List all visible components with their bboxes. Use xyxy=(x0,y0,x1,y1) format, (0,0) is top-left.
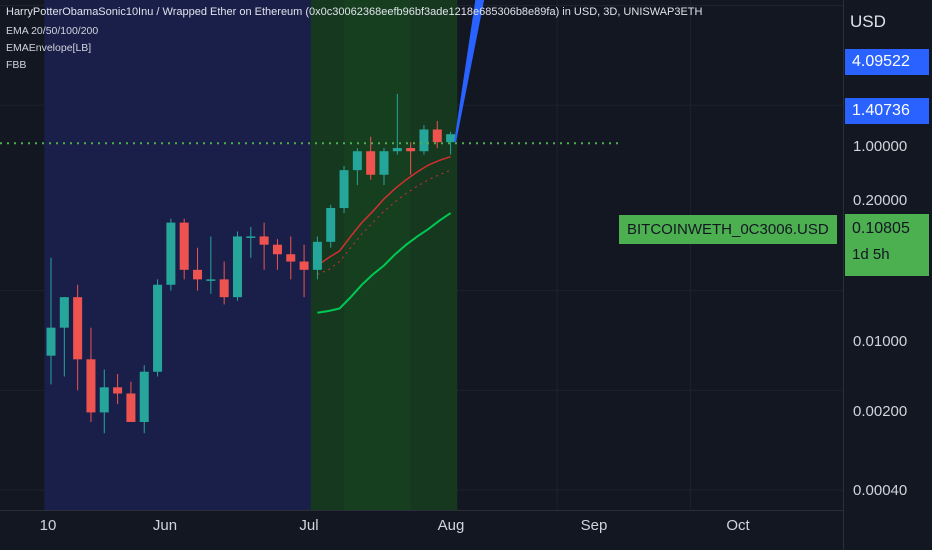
candle xyxy=(272,244,282,255)
last-price-value: 0.10805 xyxy=(852,220,910,237)
last-price-tag: 0.10805 1d 5h xyxy=(845,214,929,276)
envelope-lower-line xyxy=(317,212,452,314)
candle xyxy=(406,148,416,152)
price-chart[interactable] xyxy=(0,0,843,510)
time-tick: 10 xyxy=(39,517,57,534)
candle xyxy=(392,148,402,152)
time-tick: Jul xyxy=(299,517,319,534)
chart-overlay xyxy=(0,0,619,145)
candle xyxy=(299,261,309,270)
indicator-fbb[interactable]: FBB xyxy=(6,59,27,71)
candle xyxy=(206,279,216,281)
candle xyxy=(59,297,69,328)
candle xyxy=(286,254,296,262)
candle xyxy=(193,269,203,280)
candle xyxy=(446,134,456,143)
currency-label[interactable]: USD xyxy=(850,12,886,31)
candle xyxy=(86,359,96,413)
candle xyxy=(139,371,149,422)
price-tick: 0.00200 xyxy=(853,403,908,420)
candlestick-series xyxy=(46,93,456,434)
candle xyxy=(419,129,429,152)
symbol-price-label: BITCOINWETH_0C3006.USD xyxy=(619,215,837,244)
price-tick: 0.00040 xyxy=(853,482,908,499)
indicator-ema[interactable]: EMA 20/50/100/200 xyxy=(6,25,99,37)
candle xyxy=(99,387,109,413)
candle xyxy=(379,151,389,175)
price-tick: 0.20000 xyxy=(853,192,908,209)
price-tick: 1.00000 xyxy=(853,138,908,155)
time-tick: Aug xyxy=(437,517,465,534)
candle xyxy=(366,151,376,175)
time-tick: Sep xyxy=(580,517,608,534)
candle xyxy=(73,297,83,360)
candle xyxy=(46,327,56,356)
trend-arrow xyxy=(454,0,485,143)
candle xyxy=(326,207,336,242)
candle xyxy=(153,284,163,372)
price-tag-upper: 4.09522 xyxy=(845,49,929,75)
zone-green-core xyxy=(344,0,411,510)
candle xyxy=(232,236,242,298)
candle xyxy=(246,236,256,238)
bar-countdown: 1d 5h xyxy=(852,246,890,263)
candle xyxy=(339,170,349,208)
candle xyxy=(113,387,123,394)
candle xyxy=(259,236,269,245)
ema-line xyxy=(316,155,451,267)
indicator-ema-envelope[interactable]: EMAEnvelope[LB] xyxy=(6,42,92,54)
price-tick: 0.01000 xyxy=(853,333,908,350)
time-tick: Oct xyxy=(726,517,750,534)
price-tag-lower: 1.40736 xyxy=(845,98,929,124)
candle xyxy=(432,129,442,143)
chart-title: HarryPotterObamaSonic10Inu / Wrapped Eth… xyxy=(6,6,703,18)
indicator-lines xyxy=(316,155,452,314)
time-tick: Jun xyxy=(152,517,178,534)
candle xyxy=(352,151,362,171)
candle xyxy=(312,241,322,270)
envelope-inner-line xyxy=(317,169,451,275)
time-axis[interactable]: 10 Jun Jul Aug Sep Oct xyxy=(0,510,843,550)
candle xyxy=(126,393,136,422)
candle xyxy=(179,222,189,270)
candle xyxy=(166,222,176,285)
candle xyxy=(219,279,229,298)
price-axis[interactable]: USD 1.00000 0.20000 0.01000 0.00200 0.00… xyxy=(843,0,932,550)
